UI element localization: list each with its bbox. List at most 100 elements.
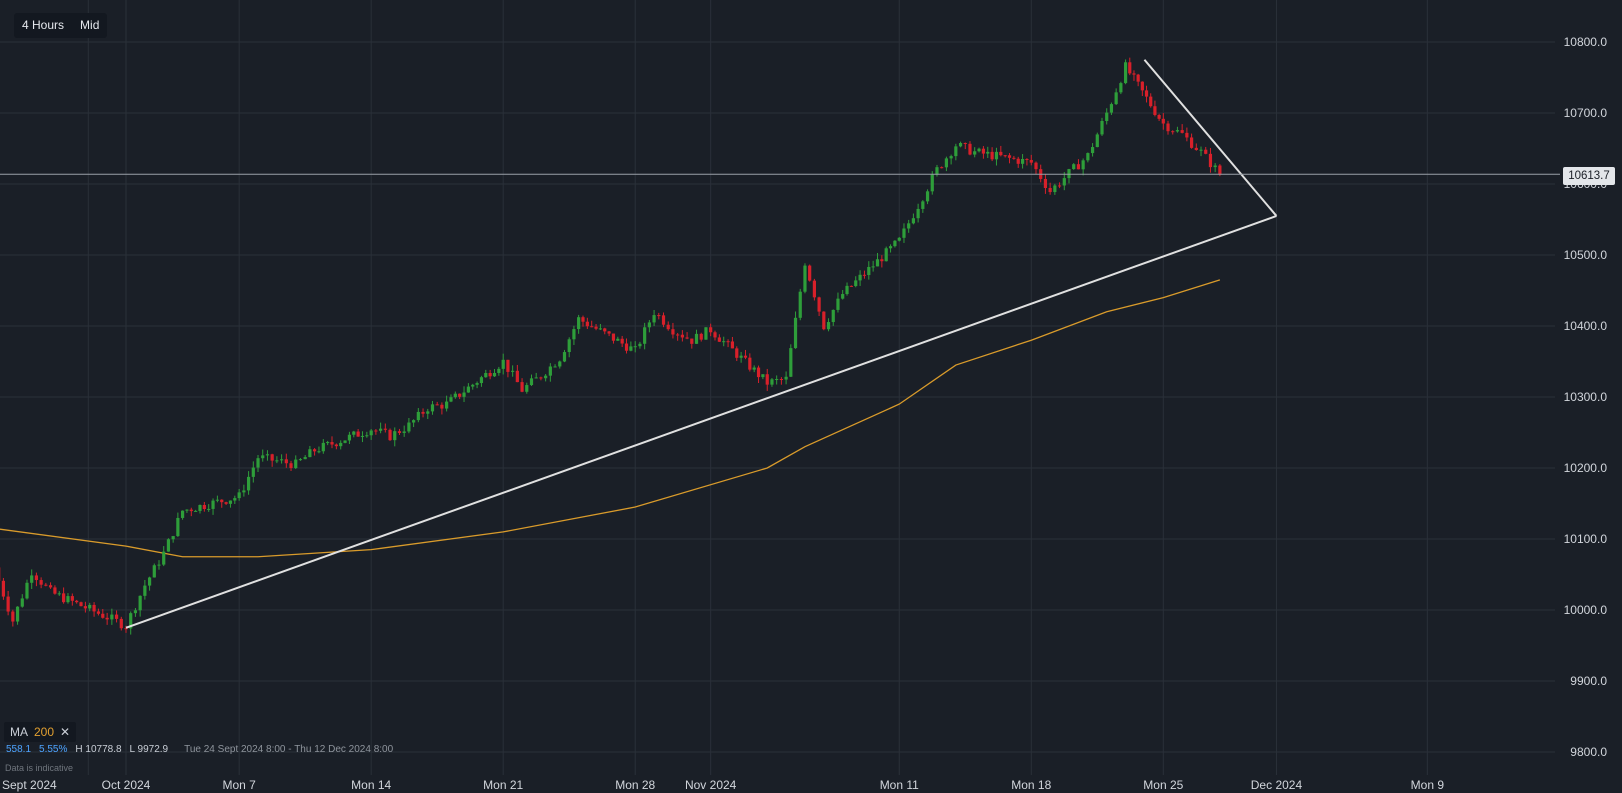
candle-up: [907, 223, 911, 229]
candle-down: [624, 343, 629, 351]
candle-down: [730, 341, 735, 349]
candle-up: [462, 392, 466, 397]
candle-up: [308, 449, 312, 458]
candle-up: [1062, 178, 1066, 186]
trendline[interactable]: [125, 215, 1277, 629]
candle-up: [256, 458, 260, 468]
x-tick-label: Mon 28: [615, 778, 655, 792]
candle-up: [475, 383, 479, 385]
candle-up: [1213, 165, 1217, 168]
candle-up: [449, 397, 453, 402]
candle-up: [858, 274, 862, 281]
candle-down: [611, 333, 616, 341]
candle-up: [871, 266, 875, 268]
candle-up: [180, 510, 185, 518]
high-value: H 10778.8: [75, 744, 122, 755]
candle-down: [1128, 62, 1132, 74]
trendline[interactable]: [1143, 59, 1278, 217]
candle-up: [1086, 153, 1090, 161]
candle-down: [1043, 178, 1048, 188]
disclaimer: Data is indicative: [5, 763, 74, 773]
candle-up: [1175, 130, 1180, 132]
candle-down: [1012, 157, 1016, 159]
x-tick-label: Oct 2024: [102, 778, 151, 792]
candle-up: [784, 376, 788, 380]
candle-up: [445, 401, 449, 409]
close-icon[interactable]: ✕: [60, 725, 71, 739]
candle-up: [558, 361, 562, 367]
candle-up: [207, 508, 211, 510]
candle-up: [994, 151, 999, 160]
timeframe-button[interactable]: 4 Hours: [22, 18, 65, 32]
candle-down: [79, 602, 83, 607]
candle-up: [930, 174, 934, 192]
candle-down: [1034, 162, 1038, 170]
candle-down: [202, 504, 206, 510]
candle-down: [940, 167, 944, 169]
x-tick-label: Mon 14: [351, 778, 391, 792]
trendlines[interactable]: [125, 59, 1278, 629]
candle-up: [25, 582, 29, 599]
candle-up: [548, 366, 552, 376]
candle-down: [75, 600, 79, 603]
candle-down: [520, 382, 524, 392]
y-tick-label: 10000.0: [1564, 603, 1608, 617]
candle-up: [66, 596, 70, 603]
candle-up: [343, 440, 347, 443]
price-mode-button[interactable]: Mid: [80, 18, 100, 32]
candle-up: [944, 158, 949, 168]
candle-up: [935, 167, 939, 175]
candle-down: [685, 337, 689, 339]
candle-up: [369, 430, 373, 436]
candle-down: [270, 454, 274, 461]
candle-down: [1132, 73, 1136, 75]
candle-up: [775, 378, 779, 380]
candle-down: [1016, 158, 1020, 164]
candle-up: [501, 359, 505, 369]
candle-up: [511, 370, 515, 372]
candle-up: [793, 317, 798, 349]
candle-up: [246, 476, 251, 491]
candle-up: [1067, 169, 1071, 179]
candle-up: [416, 411, 420, 421]
ma-200-line: [0, 279, 1221, 558]
candle-up: [647, 322, 651, 328]
candle-up: [1119, 83, 1123, 93]
candle-up: [1020, 158, 1025, 164]
candle-up: [553, 366, 557, 368]
candle-up: [110, 614, 114, 620]
candle-down: [1171, 131, 1175, 133]
candle-up: [1105, 112, 1109, 121]
candle-up: [157, 564, 161, 566]
candle-down: [11, 611, 15, 622]
candle-down: [374, 430, 378, 432]
candle-down: [119, 618, 123, 629]
candle-down: [1149, 96, 1153, 107]
candle-down: [313, 449, 317, 452]
candle-down: [1166, 123, 1170, 132]
candle-up: [845, 285, 849, 295]
candle-up: [652, 315, 656, 323]
indicator-legend[interactable]: MA 200 ✕: [4, 722, 77, 742]
candle-down: [590, 326, 594, 328]
candle-down: [1136, 74, 1140, 82]
candle-down: [421, 411, 425, 414]
candle-up: [616, 338, 620, 341]
candle-down: [1048, 187, 1052, 193]
candle-down: [690, 338, 694, 344]
candle-up: [577, 317, 581, 330]
candle-up: [897, 237, 901, 241]
candle-down: [39, 580, 43, 585]
candle-up: [492, 372, 497, 377]
candle-down: [1185, 132, 1189, 138]
candle-up: [529, 378, 534, 386]
candle-down: [1218, 165, 1222, 175]
candle-down: [1157, 114, 1161, 119]
candle-down: [1161, 118, 1165, 124]
candle-up: [544, 375, 548, 379]
candle-up: [402, 431, 406, 433]
candle-up: [867, 266, 871, 276]
candle-down: [83, 606, 87, 609]
candle-up: [261, 455, 265, 459]
